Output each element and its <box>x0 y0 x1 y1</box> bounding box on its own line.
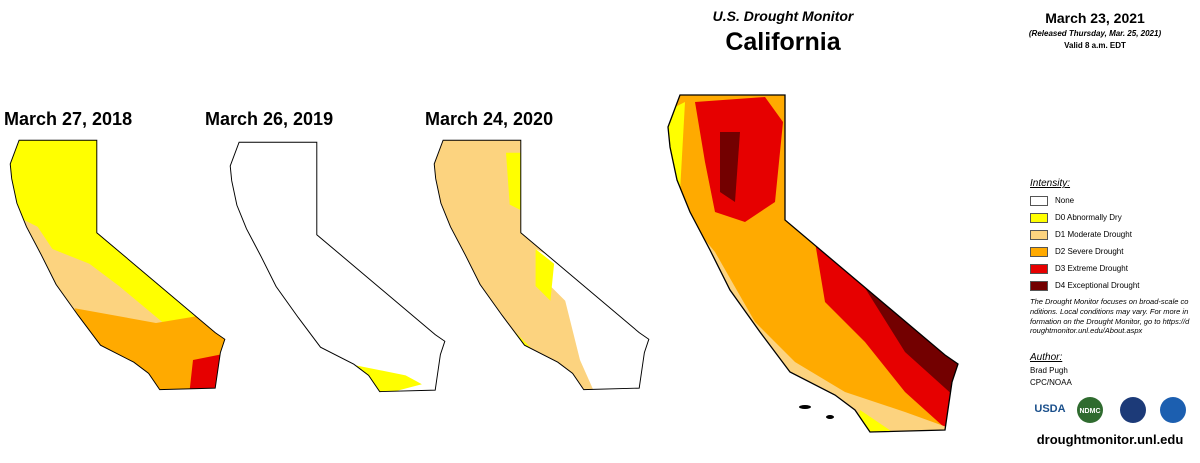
logo-text: USDA <box>1034 403 1065 415</box>
legend-swatch <box>1030 247 1048 257</box>
map-2018 <box>9 139 226 391</box>
legend-label: D4 Exceptional Drought <box>1055 281 1140 290</box>
legend-swatch <box>1030 213 1048 223</box>
legend-item: D1 Moderate Drought <box>1030 230 1132 240</box>
legend-label: None <box>1055 196 1075 205</box>
date: March 23, 2021 <box>1045 10 1145 26</box>
legend-title: Intensity: <box>1030 178 1071 189</box>
legend-label: D2 Severe Drought <box>1055 247 1124 256</box>
released: (Released Thursday, Mar. 25, 2021) <box>1028 29 1162 38</box>
legend-swatch <box>1030 196 1048 206</box>
note: The Drought Monitor focuses on broad-sca… <box>1030 297 1190 336</box>
legend-swatch <box>1030 230 1048 240</box>
legend-item: None <box>1030 196 1075 206</box>
legend-label: D0 Abnormally Dry <box>1055 213 1122 222</box>
legend-item: D2 Severe Drought <box>1030 247 1124 257</box>
legend-item: D3 Extreme Drought <box>1030 264 1128 274</box>
map-label: March 27, 2018 <box>4 109 133 129</box>
author-org: CPC/NOAA <box>1030 378 1072 387</box>
title: U.S. Drought Monitor <box>712 8 854 24</box>
legend-item: D0 Abnormally Dry <box>1030 213 1122 223</box>
legend-label: D3 Extreme Drought <box>1055 264 1128 273</box>
logos: USDA NDMC <box>1034 397 1186 423</box>
author-title: Author: <box>1030 352 1063 363</box>
valid: Valid 8 a.m. EDT <box>1064 41 1126 50</box>
legend-swatch <box>1030 264 1048 274</box>
legend-item: D4 Exceptional Drought <box>1030 281 1140 291</box>
map-label: March 24, 2020 <box>425 109 554 129</box>
region: California <box>725 28 841 56</box>
legend-swatch <box>1030 281 1048 291</box>
map-label: March 26, 2019 <box>205 109 334 129</box>
map-2021 <box>667 94 959 433</box>
author-name: Brad Pugh <box>1030 366 1068 375</box>
map-2020 <box>433 139 650 391</box>
map-2019 <box>229 141 446 393</box>
logo-text: NDMC <box>1080 408 1101 415</box>
footer: droughtmonitor.unl.edu <box>1036 432 1184 447</box>
legend-label: D1 Moderate Drought <box>1055 230 1132 239</box>
